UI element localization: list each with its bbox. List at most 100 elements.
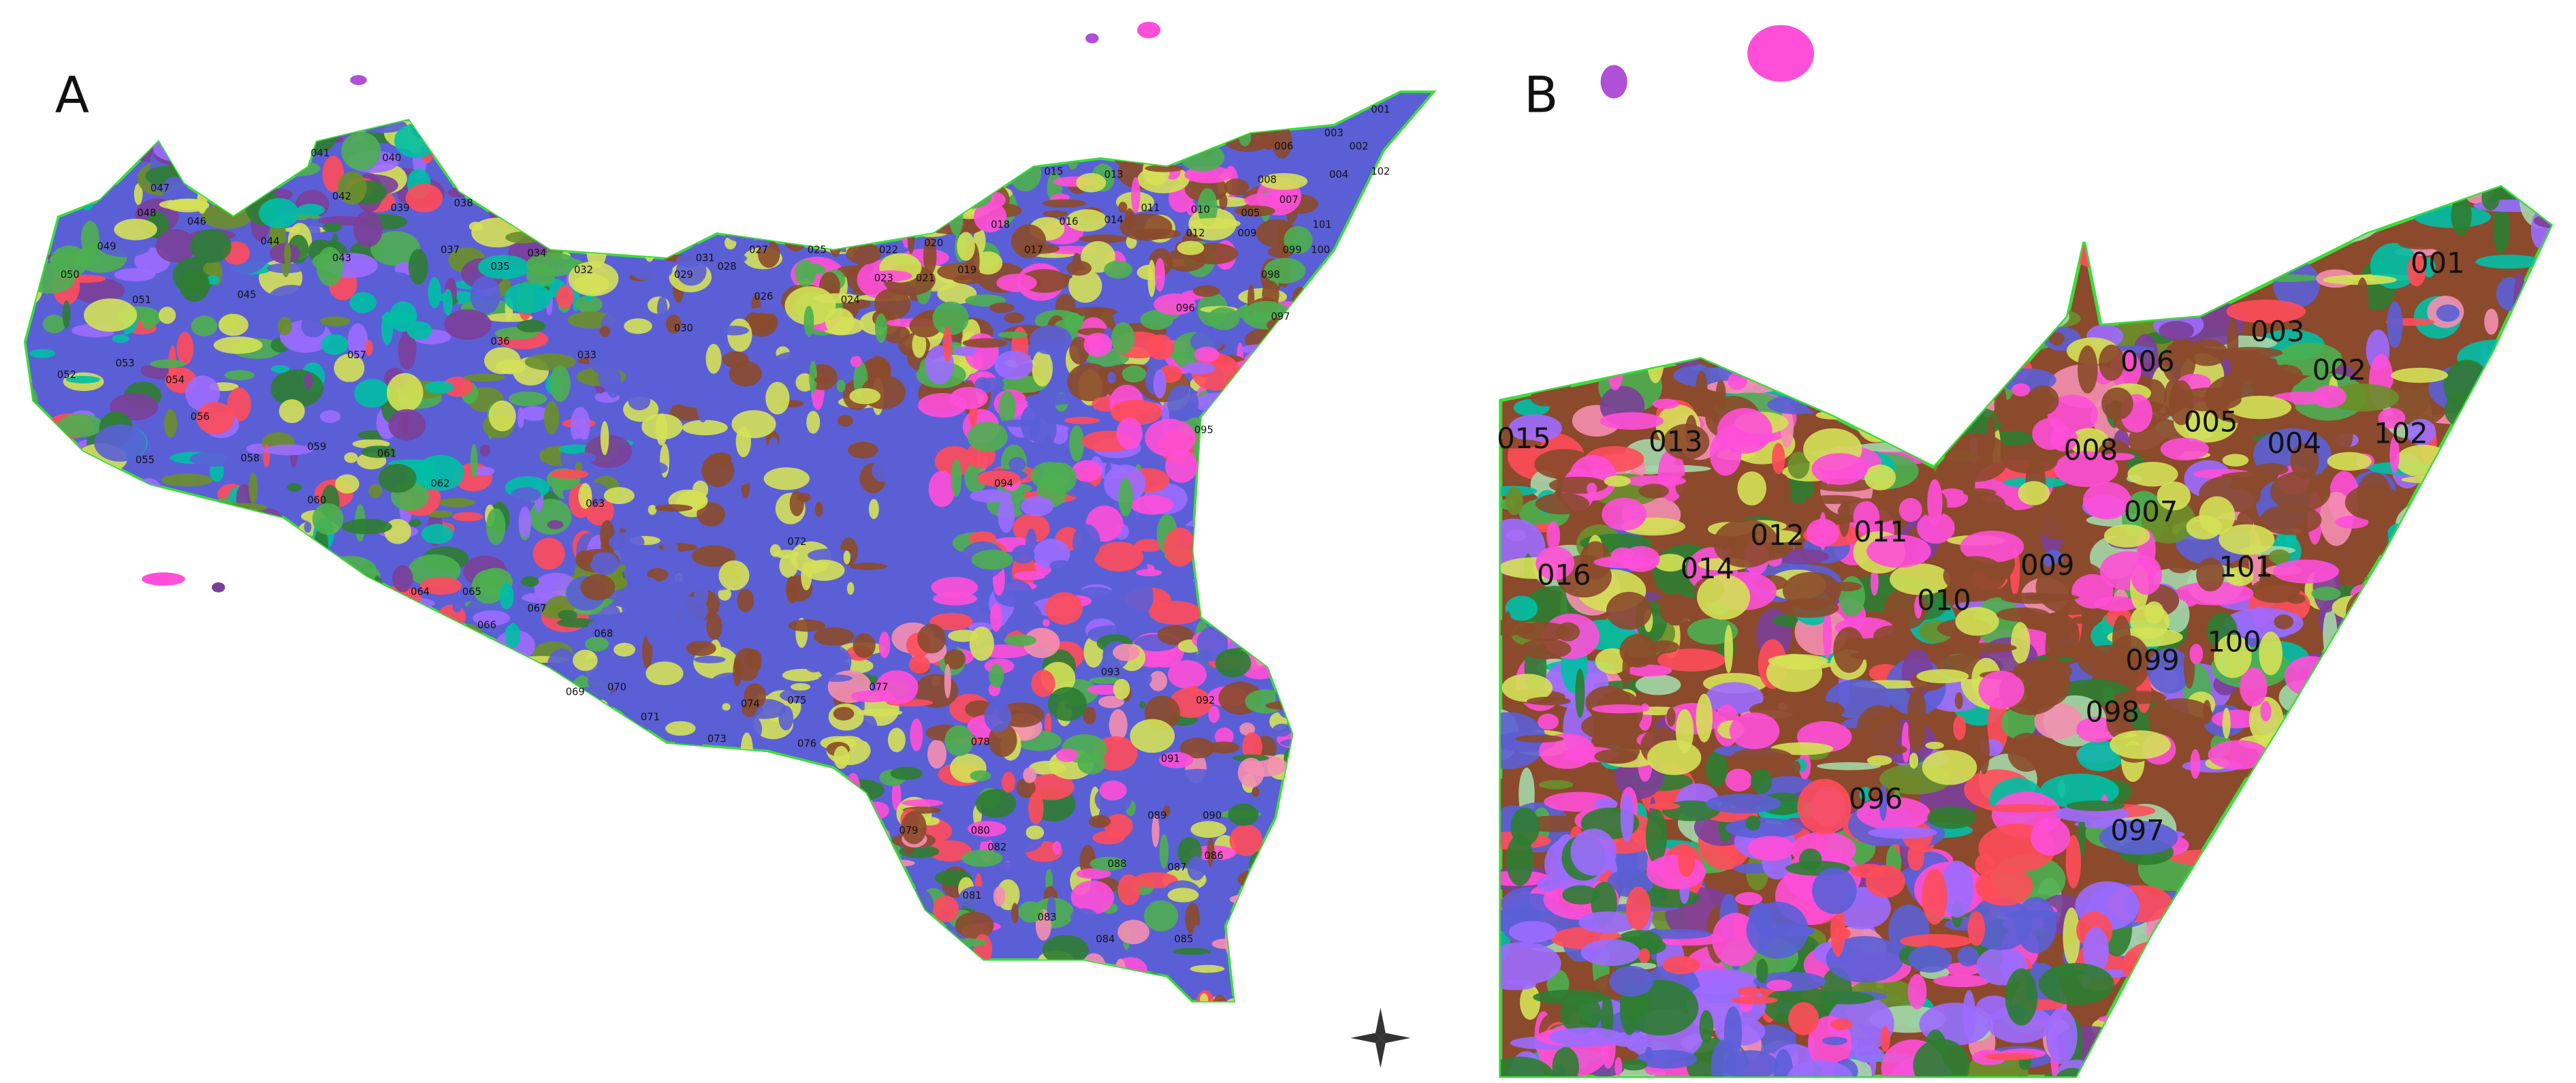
patch (1214, 727, 1234, 746)
patch (1500, 1056, 1554, 1077)
patch (2144, 601, 2164, 624)
patch (1258, 927, 1273, 937)
patch (1725, 768, 1752, 791)
patch (1231, 945, 1252, 979)
patch (1730, 322, 1802, 364)
patch (1817, 762, 1881, 770)
patch (304, 521, 312, 533)
patch (949, 174, 957, 195)
patch (1207, 741, 1240, 754)
patch (202, 203, 253, 230)
patch (179, 661, 230, 689)
patch (2189, 644, 2204, 665)
patch (2206, 938, 2254, 956)
patch (1922, 750, 1977, 785)
patch (25, 446, 51, 472)
patch (719, 326, 749, 336)
patch (868, 499, 879, 520)
patch (832, 456, 841, 463)
patch (2462, 907, 2501, 957)
patch (1978, 382, 1988, 410)
patch (1219, 544, 1262, 563)
patch (2039, 773, 2120, 809)
patch (1832, 582, 1862, 592)
patch (1043, 1000, 1069, 1001)
patch (1268, 848, 1281, 865)
patch (968, 821, 1006, 837)
patch (1500, 193, 1539, 248)
patch (912, 331, 927, 358)
region-label: 074 (741, 698, 760, 710)
patch (2532, 900, 2551, 931)
patch (663, 540, 678, 556)
patch (1537, 877, 1558, 892)
region-label: 064 (411, 586, 430, 598)
patch (1216, 591, 1250, 618)
patch (2219, 524, 2275, 555)
patch (2024, 593, 2080, 601)
patch (2213, 975, 2231, 1002)
patch (1527, 696, 1571, 706)
patch (511, 487, 541, 503)
patch (1272, 347, 1285, 367)
patch (2137, 1016, 2182, 1038)
patch (882, 971, 921, 990)
patch (2395, 502, 2455, 548)
patch (2172, 923, 2239, 981)
region-label: 005 (1241, 208, 1260, 219)
patch (2251, 772, 2270, 819)
patch (1922, 868, 1947, 925)
patch (1855, 393, 1898, 443)
patch (1594, 798, 1618, 811)
patch (597, 213, 616, 239)
patch (2428, 725, 2486, 741)
patch (1064, 416, 1100, 424)
patch (812, 155, 852, 166)
patch (639, 461, 668, 475)
patch (1879, 252, 1953, 262)
patch (462, 142, 487, 169)
patch (419, 691, 450, 725)
patch (1796, 281, 1813, 304)
patch (518, 506, 532, 538)
patch (1508, 414, 1562, 442)
patch (1294, 386, 1304, 404)
patch (575, 166, 612, 180)
patch (2281, 832, 2333, 856)
patch (2160, 437, 2209, 460)
patch (808, 198, 842, 214)
patch (2297, 956, 2318, 1005)
patch (1219, 193, 1228, 210)
patch (2330, 663, 2339, 712)
patch (2531, 187, 2551, 201)
patch (2002, 448, 2058, 474)
patch (1720, 323, 1778, 373)
patch (1240, 344, 1279, 355)
patch (521, 576, 539, 587)
patch (1175, 768, 1220, 783)
patch (869, 270, 912, 282)
patch (1130, 495, 1174, 515)
patch (598, 366, 622, 390)
patch (1766, 654, 1823, 692)
patch (155, 646, 173, 686)
patch (95, 606, 110, 613)
patch (1621, 1058, 1648, 1071)
patch (2393, 613, 2422, 647)
patch (891, 781, 902, 811)
patch (821, 193, 854, 230)
patch (2495, 551, 2524, 583)
patch (1145, 164, 1183, 172)
patch (330, 91, 340, 102)
patch (47, 657, 89, 665)
patch (718, 587, 731, 601)
patch (1536, 546, 1575, 580)
patch (1644, 929, 1712, 939)
patch (854, 226, 883, 241)
patch (765, 381, 790, 415)
patch (1602, 497, 1647, 531)
patch (1134, 539, 1163, 552)
patch (871, 458, 895, 482)
patch (1004, 634, 1037, 646)
patch (1265, 701, 1304, 710)
